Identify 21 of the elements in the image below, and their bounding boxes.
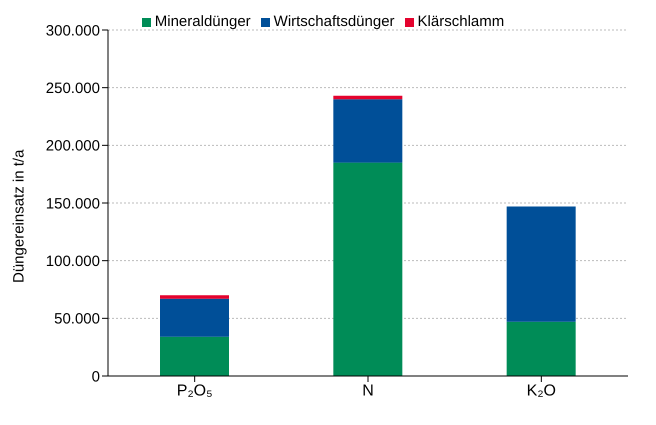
legend-label: Mineraldünger bbox=[154, 13, 251, 30]
x-tick-label: P₂O₅ bbox=[176, 382, 213, 400]
y-tick-label: 0 bbox=[92, 368, 100, 386]
bar bbox=[506, 322, 576, 376]
y-tick-label: 150.000 bbox=[46, 195, 100, 212]
y-axis-title: Düngereinsatz in t/a bbox=[10, 148, 28, 283]
y-tick-label: 100.000 bbox=[46, 252, 100, 270]
legend-label: Wirtschaftsdünger bbox=[274, 13, 395, 30]
bar bbox=[160, 298, 229, 337]
x-tick-label: K₂O bbox=[526, 382, 556, 400]
bar bbox=[333, 99, 402, 163]
bar bbox=[160, 336, 229, 376]
y-tick-label: 250.000 bbox=[46, 80, 100, 97]
legend-label: Klärschlamm bbox=[418, 13, 504, 30]
bar bbox=[506, 206, 576, 322]
y-tick-label: 50.000 bbox=[54, 310, 100, 328]
bar bbox=[333, 162, 402, 376]
y-tick-label: 200.000 bbox=[46, 138, 100, 155]
y-tick-label: 300.000 bbox=[46, 22, 100, 40]
bar bbox=[333, 96, 402, 100]
x-tick-label: N bbox=[362, 382, 374, 400]
